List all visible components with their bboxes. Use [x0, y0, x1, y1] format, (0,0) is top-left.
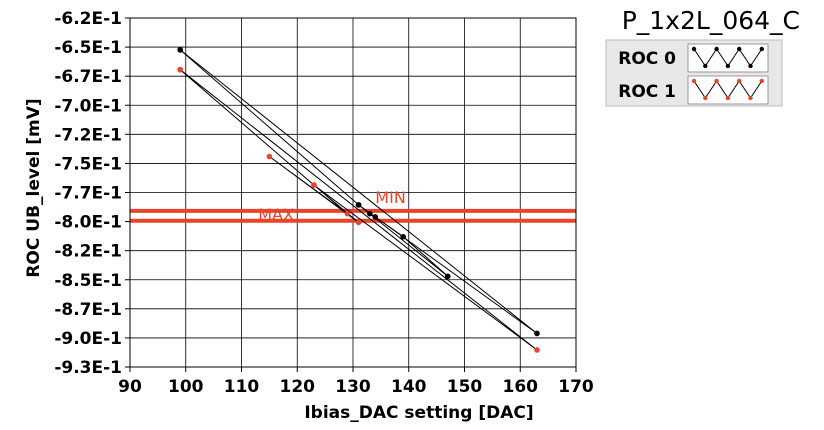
y-tick-label: -7.0E-1: [54, 96, 122, 116]
x-tick-label: 120: [280, 377, 316, 397]
x-tick-label: 140: [391, 377, 427, 397]
x-tick-label: 130: [335, 377, 371, 397]
legend-marker: [714, 78, 719, 84]
x-tick-label: 170: [558, 377, 594, 397]
legend-marker: [714, 46, 719, 52]
series-layer: [177, 47, 540, 353]
y-axis-title: ROC UB_level [mV]: [24, 98, 44, 277]
y-tick-label: -9.0E-1: [54, 329, 122, 349]
legend-marker: [759, 78, 764, 84]
y-tick-label: -7.7E-1: [54, 184, 122, 204]
legend-marker: [737, 78, 742, 84]
x-tick-label: 110: [224, 377, 260, 397]
legend-marker: [703, 95, 708, 101]
legend-marker: [691, 78, 697, 84]
legend-zigzag-roc0: [691, 46, 764, 69]
y-tick-labels: -6.2E-1 -6.5E-1 -6.7E-1 -7.0E-1 -7.2E-1 -7.5E…: [54, 9, 122, 378]
grid-lines: [125, 17, 577, 372]
legend-marker: [759, 46, 764, 52]
y-tick-label: -7.2E-1: [54, 125, 122, 145]
y-tick-label: -6.5E-1: [54, 38, 122, 58]
data-point-roc0: [400, 233, 406, 240]
legend-zigzag-roc1: [691, 78, 764, 101]
data-point-roc1: [534, 347, 540, 353]
legend-marker: [725, 63, 731, 69]
series-line-roc1: [179, 69, 538, 351]
data-point-roc1: [311, 182, 317, 188]
data-point-roc1: [344, 210, 351, 217]
data-point-roc0: [534, 330, 540, 337]
x-tick-label: 100: [168, 377, 204, 397]
legend-label-roc0: ROC 0: [618, 49, 676, 69]
y-tick-label: -9.3E-1: [54, 358, 122, 378]
y-tick-label: -8.0E-1: [54, 213, 122, 233]
y-tick-label: -8.2E-1: [54, 242, 122, 262]
series-line-roc0: [179, 49, 538, 334]
data-point-roc0: [355, 202, 362, 208]
reference-label-min: MIN: [375, 188, 406, 207]
x-tick-label: 160: [503, 377, 539, 397]
legend-marker: [748, 63, 753, 69]
plot-frame: [129, 17, 577, 368]
y-tick-label: -6.2E-1: [54, 9, 122, 29]
chart-title: P_1x2L_064_C: [622, 6, 800, 35]
legend: ROC 0 ROC 1: [605, 39, 783, 107]
reference-label-max: MAX: [258, 205, 294, 224]
data-point-roc0: [177, 47, 183, 53]
legend-marker: [737, 46, 742, 52]
legend-marker: [691, 46, 697, 52]
data-point-roc0: [444, 273, 451, 280]
x-axis-title: Ibias_DAC setting [DAC]: [304, 403, 533, 423]
y-tick-label: -8.5E-1: [54, 271, 122, 291]
y-tick-label: -7.5E-1: [54, 154, 122, 174]
data-point-roc0: [372, 214, 379, 220]
y-tick-label: -6.7E-1: [54, 67, 122, 87]
y-tick-label: -8.7E-1: [54, 300, 122, 320]
legend-label-roc1: ROC 1: [618, 82, 676, 102]
data-point-roc1: [355, 219, 362, 226]
data-point-roc0: [366, 210, 373, 217]
x-tick-label: 150: [447, 377, 483, 397]
data-point-roc1: [177, 66, 183, 73]
reference-lines: MIN MAX: [130, 188, 576, 224]
x-tick-labels: 90 100 110 120 130 140 150 160 170: [118, 377, 594, 397]
legend-marker: [725, 95, 731, 101]
legend-marker: [748, 95, 753, 101]
x-tick-label: 90: [118, 377, 142, 397]
data-point-roc1: [266, 153, 273, 160]
legend-marker: [703, 63, 708, 69]
